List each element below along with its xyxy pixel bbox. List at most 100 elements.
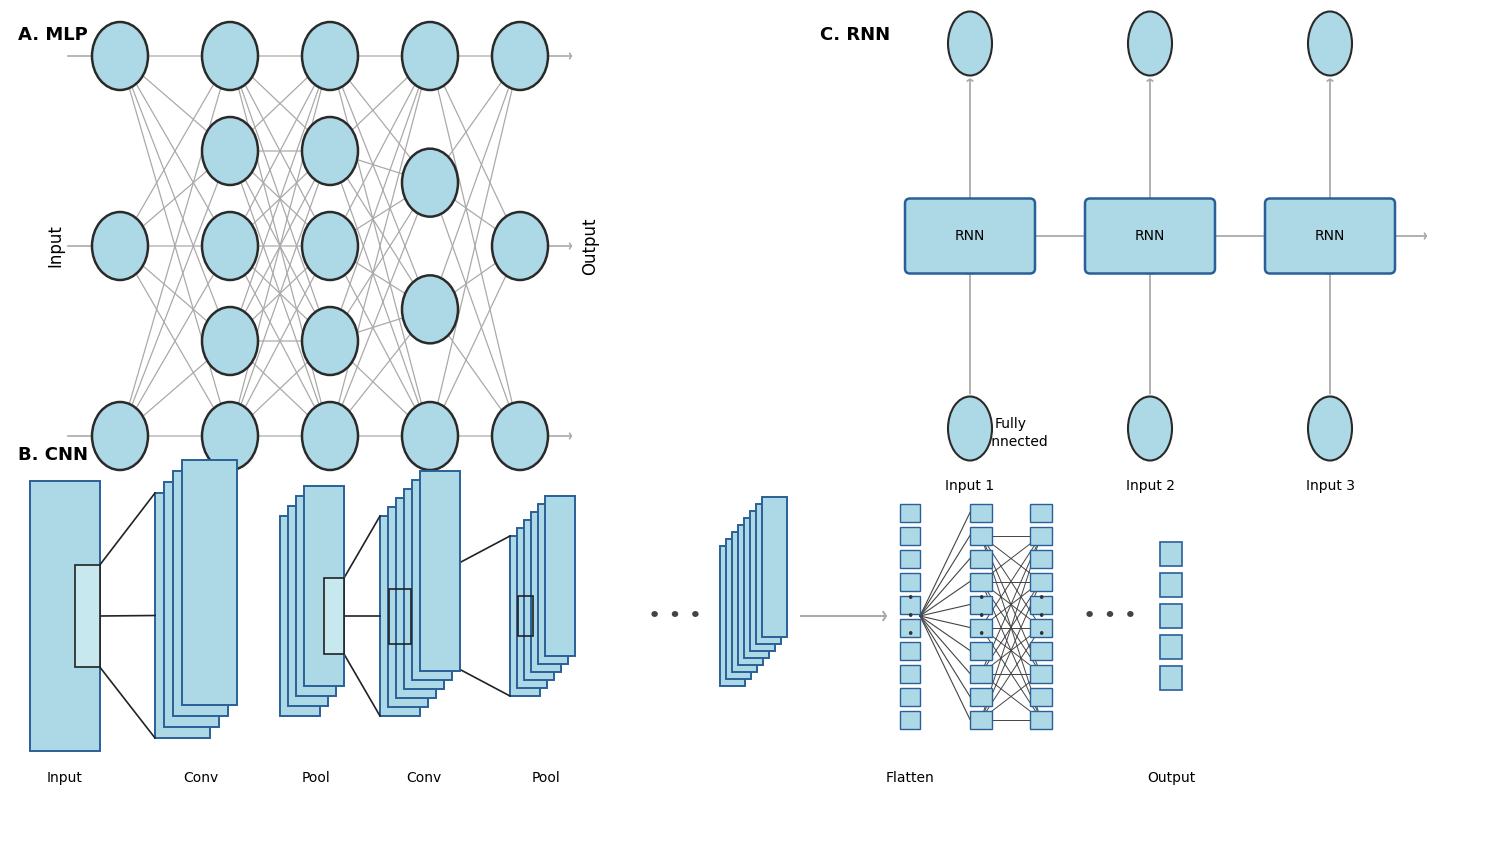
FancyBboxPatch shape [1264, 199, 1395, 273]
Ellipse shape [492, 22, 548, 90]
Bar [970, 618, 992, 636]
Bar [762, 497, 788, 637]
Bar [172, 471, 228, 716]
Ellipse shape [202, 402, 258, 470]
Text: Input 1: Input 1 [945, 479, 994, 492]
Ellipse shape [202, 212, 258, 280]
Bar [1160, 604, 1182, 628]
Bar [524, 520, 554, 680]
Ellipse shape [402, 275, 457, 343]
Bar [1030, 618, 1051, 636]
Bar [900, 573, 920, 591]
Bar [413, 480, 452, 680]
Text: •
•
•: • • • [906, 591, 914, 640]
Bar [1030, 503, 1051, 521]
Bar [1160, 666, 1182, 690]
Text: Output: Output [1148, 771, 1196, 785]
Ellipse shape [302, 307, 358, 375]
Text: C. RNN: C. RNN [821, 26, 890, 44]
Bar [288, 506, 328, 706]
Text: Flatten: Flatten [885, 771, 934, 785]
Ellipse shape [492, 212, 548, 280]
Text: RNN: RNN [1316, 229, 1346, 243]
FancyBboxPatch shape [1084, 199, 1215, 273]
Bar [750, 511, 776, 651]
Bar [1030, 550, 1051, 568]
Bar [970, 526, 992, 545]
Bar [388, 589, 411, 644]
Text: Conv: Conv [183, 771, 218, 785]
Text: • • •: • • • [1083, 606, 1137, 626]
Text: Output: Output [580, 217, 598, 275]
Bar [970, 688, 992, 706]
Ellipse shape [302, 212, 358, 280]
Text: RNN: RNN [956, 229, 986, 243]
Text: • • •: • • • [648, 606, 702, 626]
Bar [544, 496, 574, 656]
Bar [324, 578, 344, 654]
Ellipse shape [302, 402, 358, 470]
Bar [970, 664, 992, 683]
Bar [154, 493, 210, 738]
Bar [738, 525, 764, 665]
Bar [280, 516, 320, 716]
Bar [1030, 641, 1051, 660]
Ellipse shape [92, 22, 148, 90]
Bar [1030, 526, 1051, 545]
Text: Input 3: Input 3 [1305, 479, 1354, 492]
Text: Conv: Conv [406, 771, 441, 785]
Bar [756, 504, 782, 644]
Ellipse shape [402, 149, 457, 217]
Bar [304, 486, 344, 686]
Bar [970, 596, 992, 613]
Bar [380, 516, 420, 716]
Text: Pool: Pool [302, 771, 330, 785]
Bar [720, 546, 746, 686]
Bar [1030, 711, 1051, 728]
Bar [1160, 635, 1182, 659]
Bar [531, 512, 561, 672]
Bar [900, 596, 920, 613]
Bar [900, 711, 920, 728]
Ellipse shape [1128, 12, 1172, 75]
Text: Input: Input [46, 771, 82, 785]
Text: Input 2: Input 2 [1125, 479, 1174, 492]
Bar [900, 664, 920, 683]
Bar [518, 596, 532, 636]
Ellipse shape [948, 12, 992, 75]
Ellipse shape [492, 402, 548, 470]
Bar [726, 539, 752, 679]
FancyBboxPatch shape [904, 199, 1035, 273]
Bar [1160, 573, 1182, 597]
Text: A. MLP: A. MLP [18, 26, 87, 44]
Bar [1030, 688, 1051, 706]
Ellipse shape [202, 307, 258, 375]
Bar [970, 503, 992, 521]
Bar [164, 482, 219, 727]
Ellipse shape [948, 397, 992, 460]
Bar [900, 526, 920, 545]
Bar [900, 503, 920, 521]
Bar [732, 532, 758, 672]
Bar [404, 489, 444, 689]
Bar [1160, 542, 1182, 566]
Text: RNN: RNN [1136, 229, 1166, 243]
Text: Fully
Connected: Fully Connected [974, 417, 1048, 448]
Bar [75, 564, 100, 667]
Text: B. CNN: B. CNN [18, 446, 88, 464]
Bar [538, 504, 568, 664]
Ellipse shape [1128, 397, 1172, 460]
Ellipse shape [202, 117, 258, 185]
Bar [1030, 664, 1051, 683]
Bar [900, 618, 920, 636]
Ellipse shape [1308, 12, 1352, 75]
Text: Pool: Pool [531, 771, 561, 785]
Bar [518, 528, 548, 688]
Bar [1030, 596, 1051, 613]
Bar [1030, 573, 1051, 591]
Ellipse shape [92, 402, 148, 470]
Ellipse shape [202, 22, 258, 90]
Bar [970, 641, 992, 660]
Text: •
•
•: • • • [1038, 591, 1044, 640]
Bar [388, 507, 427, 707]
